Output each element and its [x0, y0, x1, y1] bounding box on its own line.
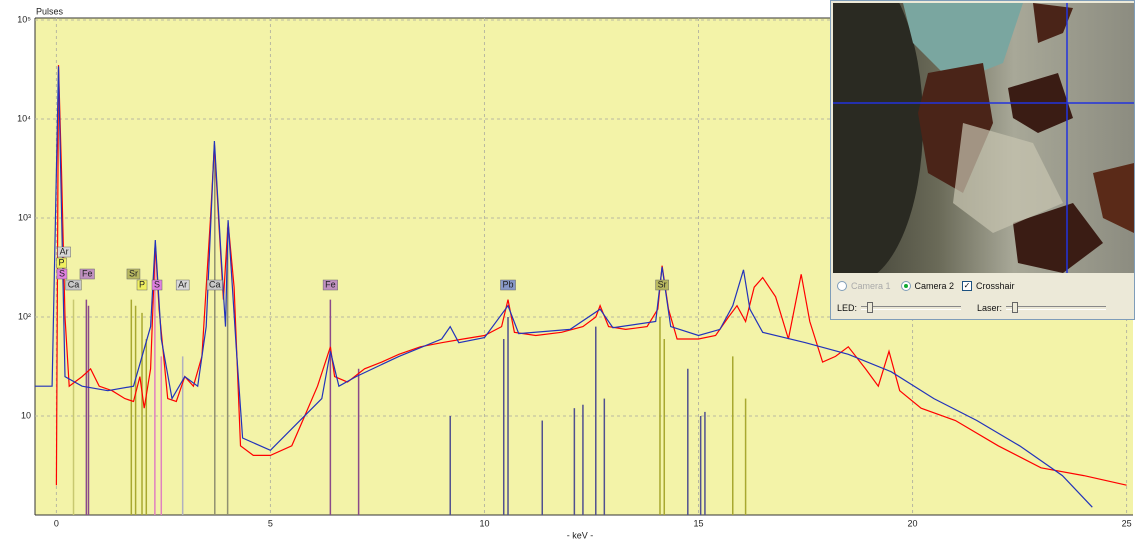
element-label-box: [151, 279, 163, 291]
element-label: S: [151, 279, 163, 291]
element-label: Sr: [126, 268, 141, 280]
element-label: Ar: [175, 279, 190, 291]
laser-label: Laser:: [977, 303, 1003, 313]
y-tick-label: 10: [21, 410, 31, 420]
element-label: Fe: [79, 268, 95, 280]
x-tick-label: 25: [1122, 518, 1132, 528]
camera-panel: Camera 1 Camera 2 ✓ Crosshair LED: Laser…: [830, 0, 1135, 320]
element-label-box: [126, 268, 141, 280]
element-label-text: Sr: [658, 279, 667, 289]
element-label-box: [79, 268, 95, 280]
camera2-radio[interactable]: [900, 281, 911, 291]
element-label: S: [56, 268, 68, 280]
element-label: P: [136, 279, 148, 291]
y-tick-label: 10³: [18, 212, 31, 222]
crosshair-check[interactable]: ✓: [962, 281, 973, 291]
element-label-text: S: [154, 279, 160, 289]
element-label: Ca: [206, 279, 223, 291]
y-axis-label: Pulses: [36, 6, 64, 16]
x-tick-label: 0: [54, 518, 59, 528]
y-tick-label: 10⁵: [17, 14, 31, 24]
camera-options: Camera 1 Camera 2 ✓ Crosshair: [837, 281, 1015, 291]
element-label: P: [56, 257, 67, 269]
element-label-box: [206, 279, 223, 291]
x-axis-label: - keV -: [567, 530, 594, 540]
camera-image: [833, 3, 1134, 273]
x-tick-label: 20: [908, 518, 918, 528]
element-label-box: [136, 279, 148, 291]
element-label: Ar: [57, 246, 71, 258]
element-label: Pb: [500, 279, 516, 291]
element-label: Fe: [322, 279, 338, 291]
element-label-box: [56, 268, 68, 280]
element-label-text: Ca: [209, 279, 221, 289]
element-label-text: Ar: [60, 246, 69, 256]
element-label-box: [322, 279, 338, 291]
element-label-text: S: [59, 268, 65, 278]
x-tick-label: 10: [479, 518, 489, 528]
element-label-text: Fe: [82, 268, 93, 278]
y-tick-label: 10⁴: [17, 113, 31, 123]
element-label: Ca: [65, 279, 82, 291]
camera1-label[interactable]: Camera 1: [851, 281, 891, 291]
element-label-box: [655, 279, 669, 291]
camera2-label[interactable]: Camera 2: [914, 281, 955, 291]
element-label-text: Ar: [178, 279, 187, 289]
element-label-text: P: [139, 279, 145, 289]
x-tick-label: 15: [694, 518, 704, 528]
crosshair-label[interactable]: Crosshair: [976, 281, 1015, 291]
element-label-text: Sr: [129, 268, 138, 278]
sliders: LED: Laser:: [837, 302, 1107, 313]
element-label-text: P: [59, 257, 65, 267]
x-tick-label: 5: [268, 518, 273, 528]
element-label-text: Fe: [325, 279, 336, 289]
element-label-box: [56, 257, 67, 269]
element-label-box: [57, 246, 71, 258]
element-label-box: [65, 279, 82, 291]
led-label: LED:: [837, 303, 858, 313]
y-tick-label: 10²: [18, 311, 31, 321]
element-lines: [72, 148, 747, 515]
camera1-radio[interactable]: [837, 281, 847, 291]
element-label-text: Ca: [68, 279, 80, 289]
element-label-text: Pb: [503, 279, 514, 289]
element-label-box: [175, 279, 190, 291]
spectrum-line: [55, 65, 1127, 486]
element-label: Sr: [655, 279, 669, 291]
laser-slider[interactable]: [1006, 302, 1107, 313]
led-slider[interactable]: [861, 302, 962, 313]
element-label-box: [500, 279, 516, 291]
